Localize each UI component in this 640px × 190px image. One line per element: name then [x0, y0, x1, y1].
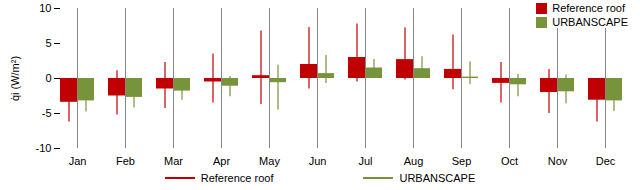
html-text:Reference roof: Reference roof — [552, 2, 625, 14]
svg-text:Oct: Oct — [501, 155, 518, 167]
svg-text:10: 10 — [39, 2, 51, 14]
svg-text:5: 5 — [45, 37, 51, 49]
svg-text:-5: -5 — [42, 107, 52, 119]
svg-text:Aug: Aug — [404, 155, 424, 167]
svg-text:0: 0 — [45, 72, 51, 84]
svg-text:Dec: Dec — [596, 155, 616, 167]
html-text:URBANSCAPE: URBANSCAPE — [399, 172, 476, 184]
svg-text:Jun: Jun — [309, 155, 327, 167]
html-text:URBANSCAPE: URBANSCAPE — [552, 16, 628, 28]
svg-text:Feb: Feb — [116, 155, 135, 167]
svg-text:Mar: Mar — [164, 155, 183, 167]
html-text:Reference roof: Reference roof — [200, 172, 274, 184]
svg-text:Nov: Nov — [548, 155, 568, 167]
svg-text:May: May — [259, 155, 280, 167]
svg-text:Apr: Apr — [213, 155, 230, 167]
svg-text:Sep: Sep — [452, 155, 472, 167]
svg-text:-10: -10 — [36, 142, 52, 154]
svg-text:Jul: Jul — [358, 155, 372, 167]
svg-text:q̇i (W/m²): q̇i (W/m²) — [9, 56, 21, 101]
svg-text:Jan: Jan — [69, 155, 87, 167]
